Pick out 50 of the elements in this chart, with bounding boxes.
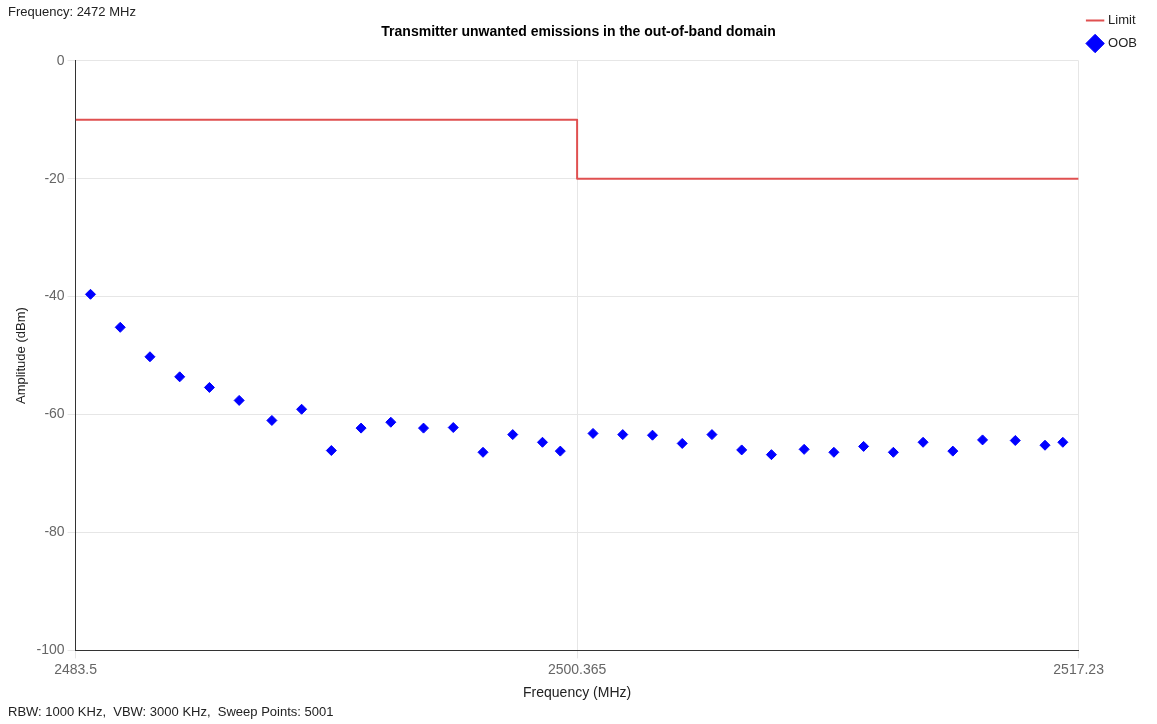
point <box>887 446 899 458</box>
y-tick-label: -80 <box>44 523 65 540</box>
point <box>765 449 777 461</box>
point <box>536 436 548 448</box>
point <box>114 321 126 333</box>
text: Frequency: 2472 MHz <box>8 4 136 20</box>
x-tick-label: 2517.23 <box>1053 660 1105 677</box>
point <box>418 422 430 434</box>
chart-title: Transmitter unwanted emissions in the out-of-band domain <box>381 23 776 40</box>
point <box>917 436 929 448</box>
point <box>736 444 748 456</box>
y-axis-title: Amplitude (dBm) <box>13 307 29 405</box>
point <box>858 440 870 452</box>
point <box>1039 439 1051 451</box>
point <box>296 403 308 415</box>
point <box>646 429 658 441</box>
point <box>84 288 96 300</box>
point <box>1009 435 1021 446</box>
point <box>144 351 156 363</box>
y-tick-label: -100 <box>36 641 65 658</box>
point <box>977 434 989 446</box>
x-tick-label: 2483.5 <box>54 660 98 677</box>
point <box>477 446 489 458</box>
point <box>266 414 278 426</box>
x-tick-label: 2500.365 <box>547 660 607 677</box>
point <box>947 445 959 457</box>
point <box>676 437 688 449</box>
legend-label: OOB <box>1108 35 1138 51</box>
point <box>587 427 599 439</box>
y-tick-label: -20 <box>44 169 65 186</box>
legend-label: Limit <box>1108 12 1136 28</box>
point <box>798 443 810 455</box>
point <box>1057 436 1069 448</box>
point <box>325 445 337 457</box>
point <box>706 429 718 441</box>
point <box>203 381 215 393</box>
point <box>447 422 459 434</box>
point <box>617 429 629 441</box>
point <box>385 416 397 428</box>
y-tick-label: 0 <box>56 51 65 68</box>
point <box>174 371 186 383</box>
x-axis-title: Frequency (MHz) <box>523 684 632 701</box>
point <box>233 394 245 406</box>
point <box>355 422 367 434</box>
point <box>828 446 840 458</box>
y-tick-label: -40 <box>44 287 65 304</box>
y-tick-label: -60 <box>44 405 65 422</box>
text: RBW: 1000 KHz, VBW: 3000 KHz, Sweep Points: 5001 <box>8 704 334 720</box>
point <box>554 445 566 457</box>
point <box>507 429 519 441</box>
